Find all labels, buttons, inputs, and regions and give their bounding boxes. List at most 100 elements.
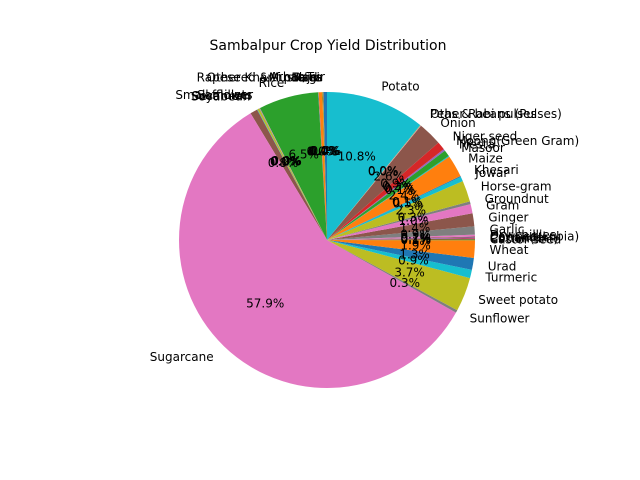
- slice-pct-dry-chillies: 0.2%: [401, 230, 432, 244]
- pie-labels: Arhar/Tur 0.4% Bajra 0.0% Other Kharif pulse…: [150, 70, 579, 364]
- pie-slice-cowpea-lobia: [327, 236, 475, 240]
- slice-pct-moong-green-gram: 0.2%: [382, 179, 413, 193]
- slice-label-potato: Potato: [381, 80, 419, 94]
- slice-pct-other-kharif-pulses: 0.0%: [309, 144, 340, 158]
- slice-pct-soyabean: 0.0%: [270, 155, 301, 169]
- pie-slice-khesari: [327, 176, 461, 240]
- slice-pct-sweet-potato: 3.7%: [394, 266, 425, 280]
- slice-label-onion: Onion: [440, 116, 475, 130]
- slice-pct-safflower: 0.0%: [271, 154, 302, 168]
- pie-slice-dry-chillies: [327, 234, 475, 240]
- pie-slice-sunflower: [327, 240, 458, 313]
- pie-slice-urad: [327, 240, 474, 270]
- slice-pct-cotton-lint: 0.1%: [401, 232, 432, 246]
- pie-slice-arhar-tur: [323, 92, 327, 240]
- slice-label-cotton-lint: Cotton(lint): [490, 232, 558, 246]
- slice-label-rice: Rice: [259, 76, 285, 90]
- pie-slice-gram: [327, 204, 473, 240]
- slice-label-sugarcane: Sugarcane: [150, 350, 214, 364]
- slice-pct-cowpea-lobia: 0.1%: [401, 231, 432, 245]
- slice-label-khesari: Khesari: [474, 163, 519, 177]
- pie-slices: [178, 92, 476, 388]
- slice-label-urad: Urad: [488, 259, 517, 273]
- slice-label-soyabean: Soyabean: [191, 89, 250, 103]
- slice-pct-small-millets: 0.0%: [271, 154, 302, 168]
- pie-slice-moong-green-gram: [327, 149, 445, 240]
- slice-pct-khesari: 0.1%: [392, 195, 423, 209]
- slice-pct-peas-beans-pulses: 0.0%: [368, 164, 399, 178]
- slice-pct-bajra: 0.0%: [309, 144, 340, 158]
- slice-label-sweet-potato: Sweet potato: [478, 293, 558, 307]
- pie-slice-sugarcane: [178, 113, 456, 388]
- slice-pct-potato: 10.8%: [338, 149, 376, 163]
- slice-label-groundnut: Groundnut: [485, 192, 549, 206]
- pie-slice-rice: [259, 92, 327, 241]
- pie-slice-other-rabi-pulses: [327, 125, 422, 240]
- slice-label-safflower: Safflower: [197, 88, 253, 102]
- pie-slice-small-millets: [259, 108, 327, 240]
- slice-pct-gram: 1.0%: [399, 214, 430, 228]
- slice-label-garlic: Garlic: [490, 223, 525, 237]
- slice-pct-sesamum: 0.2%: [271, 154, 302, 168]
- slice-pct-ginger: 1.4%: [400, 221, 431, 235]
- slice-pct-urad: 1.3%: [399, 247, 430, 261]
- slice-label-turmeric: Turmeric: [484, 270, 537, 284]
- slice-label-moong-green-gram: Moong(Green Gram): [456, 134, 579, 148]
- pie-slice-masoor: [327, 155, 450, 240]
- slice-label-masoor: Masoor: [461, 141, 505, 155]
- slice-label-mesta: Mesta: [459, 138, 495, 152]
- slice-pct-other-rabi-pulses: 0.0%: [368, 164, 399, 178]
- slice-pct-arhar-tur: 0.4%: [311, 144, 342, 158]
- pie-slice-bajra: [322, 92, 327, 240]
- slice-pct-sugarcane: 57.9%: [246, 297, 284, 311]
- pie-slice-soyabean: [257, 109, 327, 241]
- slice-label-niger-seed: Niger seed: [453, 129, 518, 143]
- slice-label-rapeseed-mustard: Rapeseed &Mustard: [197, 71, 318, 85]
- slice-pct-horse-gram: 2.3%: [396, 204, 427, 218]
- pie-slice-onion: [327, 125, 439, 240]
- pie-slice-sweet-potato: [327, 240, 471, 311]
- pie-slice-rapeseed-mustard: [318, 92, 327, 241]
- slice-pct-onion: 2.6%: [374, 169, 405, 183]
- pie-slice-ragi: [318, 92, 327, 240]
- slice-pct-niger-seed: 0.9%: [380, 177, 411, 191]
- pie-slice-peas-beans-pulses: [327, 125, 421, 240]
- pie-slice-turmeric: [327, 240, 472, 279]
- slice-pct-rice: 6.5%: [288, 147, 319, 161]
- slice-pct-garlic: 0.9%: [400, 227, 431, 241]
- pie-slice-maize: [327, 156, 461, 240]
- slice-pct-jowar: 0.5%: [393, 196, 424, 210]
- pie-slice-ginger: [327, 213, 475, 240]
- pie-slice-other-kharif-pulses: [322, 92, 327, 240]
- pie-slice-garlic: [327, 226, 475, 240]
- pie-slice-niger-seed: [327, 142, 444, 240]
- slice-pct-turmeric: 0.9%: [398, 253, 429, 267]
- pie-slice-cotton-lint: [327, 238, 475, 240]
- slice-label-wheat: Wheat: [490, 243, 529, 257]
- slice-pct-groundnut: 0.3%: [398, 211, 429, 225]
- slice-pct-maize: 2.4%: [389, 189, 420, 203]
- slice-pct-wheat: 1.9%: [400, 239, 431, 253]
- pie-slice-safflower: [259, 108, 327, 240]
- slice-label-other-rabi-pulses: Other Rabi pulses: [430, 107, 537, 121]
- slice-label-small-millets: Small millets: [175, 88, 252, 102]
- slice-label-maize: Maize: [468, 152, 503, 166]
- slice-pct-masoor: 0.1%: [385, 183, 416, 197]
- pie-slice-castor-seed: [327, 239, 476, 241]
- slice-label-dry-chillies: Dry chillies: [490, 228, 556, 242]
- slice-label-cowpea-lobia: Cowpea(Lobia): [490, 230, 579, 244]
- slice-pct-rapeseed-mustard: 0.0%: [307, 144, 338, 158]
- slice-label-ginger: Ginger: [488, 211, 528, 225]
- slice-label-bajra: Bajra: [291, 70, 322, 84]
- slice-label-sunflower: Sunflower: [470, 312, 530, 326]
- slice-label-coriander: Coriander: [490, 231, 549, 245]
- pie-slice-potato: [327, 92, 421, 240]
- slice-pct-coriander: 0.1%: [401, 232, 432, 246]
- pie-slice-wheat: [327, 240, 475, 258]
- slice-pct-ragi: 0.4%: [308, 144, 339, 158]
- slice-label-arhar-tur: Arhar/Tur: [270, 70, 325, 84]
- slice-label-peas-beans-pulses: Peas & beans (Pulses): [430, 107, 562, 121]
- slice-label-ragi: Ragi: [293, 70, 319, 84]
